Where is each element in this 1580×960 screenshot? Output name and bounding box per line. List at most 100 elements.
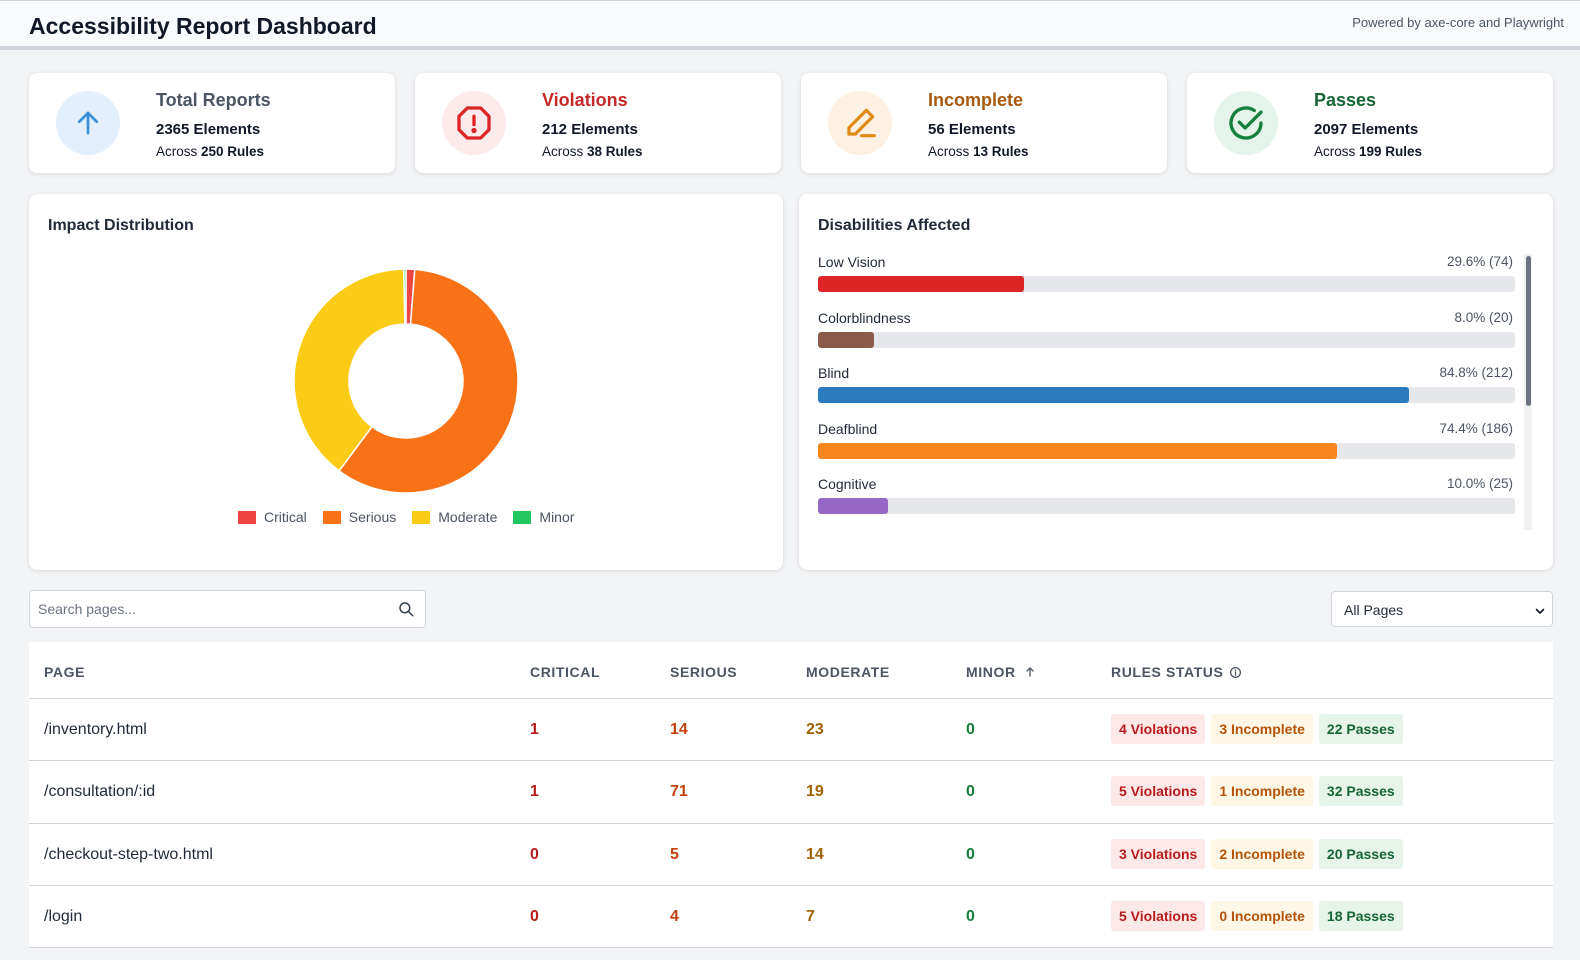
info-icon[interactable] — [1229, 666, 1242, 679]
serious-count: 14 — [670, 721, 688, 738]
legend-item-moderate[interactable]: Moderate — [412, 509, 497, 525]
disability-name: Low Vision — [818, 254, 886, 270]
minor-count: 0 — [966, 783, 975, 801]
moderate-count: 14 — [806, 845, 824, 863]
chart-legend: Critical Serious Moderate Minor — [238, 509, 574, 525]
page-path[interactable]: /checkout-step-two.html — [44, 845, 213, 863]
column-header-rules-status[interactable]: RULES STATUS — [1111, 664, 1242, 680]
page-path[interactable]: /consultation/:id — [44, 783, 156, 801]
disabilities-panel: Disabilities Affected Low Vision 29.6% (7… — [799, 194, 1553, 570]
column-header-critical[interactable]: CRITICAL — [530, 664, 601, 680]
legend-swatch — [513, 510, 532, 524]
stat-title: Violations — [542, 90, 628, 110]
legend-item-critical[interactable]: Critical — [238, 509, 307, 525]
column-header-page[interactable]: PAGE — [44, 664, 86, 680]
critical-count: 1 — [530, 721, 539, 738]
disability-name: Colorblindness — [818, 309, 911, 326]
page-path[interactable]: /login — [44, 907, 83, 925]
disability-percent: 74.4% (186) — [1439, 420, 1513, 436]
violations-badge: 5 Violations — [1111, 776, 1206, 807]
pages-table: PAGE CRITICAL SERIOUS MODERATE MINOR RUL… — [29, 642, 1553, 949]
legend-item-serious[interactable]: Serious — [322, 509, 396, 525]
stat-card-total-reports: Total Reports 2365 Elements Across 250 R… — [29, 73, 395, 173]
stat-across: Across 250 Rules — [156, 144, 265, 159]
passes-badge: 22 Passes — [1318, 714, 1403, 744]
table-row[interactable]: /checkout-step-two.html 0 5 14 0 3 Violations… — [29, 824, 1553, 886]
page-title: Accessibility Report Dashboard — [29, 13, 377, 39]
disability-percent: 10.0% (25) — [1446, 476, 1513, 492]
minor-count: 0 — [966, 845, 975, 863]
scrollbar-thumb[interactable] — [1526, 256, 1531, 406]
violations-badge: 4 Violations — [1111, 714, 1206, 744]
moderate-count: 23 — [806, 721, 824, 738]
progress-track — [818, 387, 1515, 404]
column-header-rules-label: RULES STATUS — [1111, 664, 1224, 680]
disability-name: Deafblind — [818, 420, 878, 437]
check-circle-icon — [1214, 91, 1278, 155]
table-row[interactable]: /login 0 4 7 0 5 Violations 0 Incomplete 18 Pas… — [29, 886, 1553, 949]
impact-donut-chart — [293, 268, 519, 494]
disability-percent: 29.6% (74) — [1446, 254, 1513, 269]
legend-label: Minor — [539, 509, 575, 525]
violations-badge: 5 Violations — [1111, 900, 1206, 931]
stat-title: Incomplete — [928, 90, 1024, 110]
moderate-count: 19 — [806, 783, 824, 801]
search-box — [29, 590, 426, 628]
search-icon[interactable] — [397, 600, 415, 623]
donut-slice-serious[interactable] — [338, 268, 519, 494]
legend-label: Critical — [264, 509, 307, 525]
stat-across: Across 38 Rules — [542, 144, 643, 159]
critical-count: 0 — [530, 845, 539, 863]
page-filter-select[interactable]: All Pages — [1331, 591, 1553, 627]
rules-status: 5 Violations 1 Incomplete 32 Passes — [1111, 776, 1403, 807]
page-filter-value: All Pages — [1344, 602, 1404, 618]
stat-title: Passes — [1314, 90, 1377, 110]
disability-name: Cognitive — [818, 476, 877, 493]
table-row[interactable]: /consultation/:id 1 71 19 0 5 Violations 1 Inc… — [29, 761, 1553, 824]
serious-count: 5 — [670, 845, 679, 863]
legend-swatch — [412, 510, 431, 524]
incomplete-badge: 2 Incomplete — [1211, 838, 1313, 869]
moderate-count: 7 — [806, 907, 815, 925]
incomplete-badge: 0 Incomplete — [1211, 900, 1313, 931]
search-input[interactable] — [30, 591, 390, 627]
page-path[interactable]: /inventory.html — [44, 721, 147, 738]
progress-track — [818, 498, 1515, 515]
disabilities-list: Low Vision 29.6% (74) Colorblindness 8.0% (… — [818, 252, 1515, 530]
table-header: PAGE CRITICAL SERIOUS MODERATE MINOR RUL… — [29, 642, 1553, 699]
rules-status: 4 Violations 3 Incomplete 22 Passes — [1111, 714, 1403, 744]
stat-elements: 212 Elements — [542, 121, 638, 138]
header: Accessibility Report Dashboard Powered b… — [0, 0, 1580, 50]
disability-row: Low Vision 29.6% (74) — [818, 252, 1515, 308]
progress-fill — [818, 276, 1025, 292]
progress-fill — [818, 387, 1410, 404]
incomplete-badge: 3 Incomplete — [1211, 714, 1313, 744]
passes-badge: 32 Passes — [1318, 776, 1403, 807]
disability-percent: 8.0% (20) — [1454, 309, 1513, 325]
table-body: /inventory.html 1 14 23 0 4 Violations 3 Incom… — [29, 699, 1553, 949]
legend-swatch — [322, 510, 341, 524]
column-header-moderate[interactable]: MODERATE — [806, 664, 890, 680]
panel-title: Disabilities Affected — [818, 217, 971, 234]
critical-count: 0 — [530, 907, 539, 925]
column-header-minor[interactable]: MINOR — [966, 664, 1036, 680]
column-header-serious[interactable]: SERIOUS — [670, 664, 738, 680]
minor-count: 0 — [966, 907, 975, 925]
disability-row: Cognitive 10.0% (25) — [818, 474, 1515, 530]
alert-octagon-icon — [442, 91, 506, 155]
table-row[interactable]: /inventory.html 1 14 23 0 4 Violations 3 Incom… — [29, 699, 1553, 762]
stat-across: Across 13 Rules — [928, 144, 1029, 159]
stat-elements: 2365 Elements — [156, 121, 261, 138]
legend-swatch — [238, 510, 256, 524]
rules-status: 3 Violations 2 Incomplete 20 Passes — [1111, 838, 1403, 869]
stat-card-violations: Violations 212 Elements Across 38 Rules — [415, 73, 781, 173]
donut-slice-minor[interactable] — [403, 268, 407, 325]
sort-arrow-up-icon — [1026, 667, 1034, 677]
arrow-up-icon — [56, 91, 120, 155]
impact-distribution-panel: Impact Distribution Critical Serious Moder… — [29, 194, 783, 570]
legend-item-minor[interactable]: Minor — [513, 509, 574, 525]
disability-row: Deafblind 74.4% (186) — [818, 419, 1515, 475]
minor-count: 0 — [966, 721, 975, 738]
donut-slice-moderate[interactable] — [293, 268, 406, 472]
critical-count: 1 — [530, 783, 539, 801]
